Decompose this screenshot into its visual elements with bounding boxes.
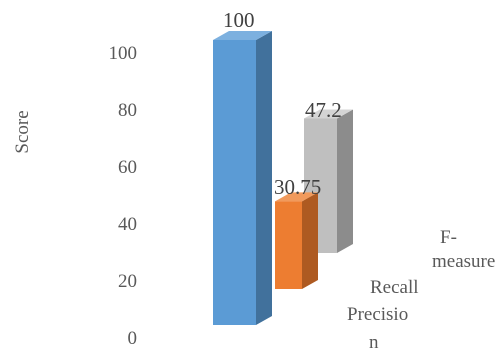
bar-recall [275,192,318,289]
bar-top-face [304,109,353,119]
bar-side-face [302,192,318,289]
category-label: Precisio n [347,304,408,353]
bar-side-face [256,31,272,325]
bar-side-face [337,109,353,253]
bar-front-face [213,40,256,325]
y-tick-label: 0 [128,328,138,349]
data-labels: 100 30.75 47.2 [223,8,342,199]
category-label: F-measure [432,227,495,272]
data-label: 47.2 [305,98,342,122]
bars [213,31,353,325]
data-label: 100 [223,8,255,32]
y-tick-label: 80 [118,100,137,121]
y-axis-title: Score [12,110,33,153]
bar-top-face [275,192,318,202]
y-tick-label: 60 [118,157,137,178]
y-tick-label: 40 [118,214,137,235]
bar-top-face [213,31,272,40]
y-tick-label: 20 [118,271,137,292]
bar-front-face [275,201,302,289]
y-axis-ticks: 0 20 40 60 80 100 [109,43,138,349]
y-tick-label: 100 [109,43,138,64]
data-label: 30.75 [274,175,321,199]
category-labels: Precisio n Recall F-measure [347,227,495,353]
bar-precision [213,31,272,325]
category-label: Recall [370,277,419,298]
